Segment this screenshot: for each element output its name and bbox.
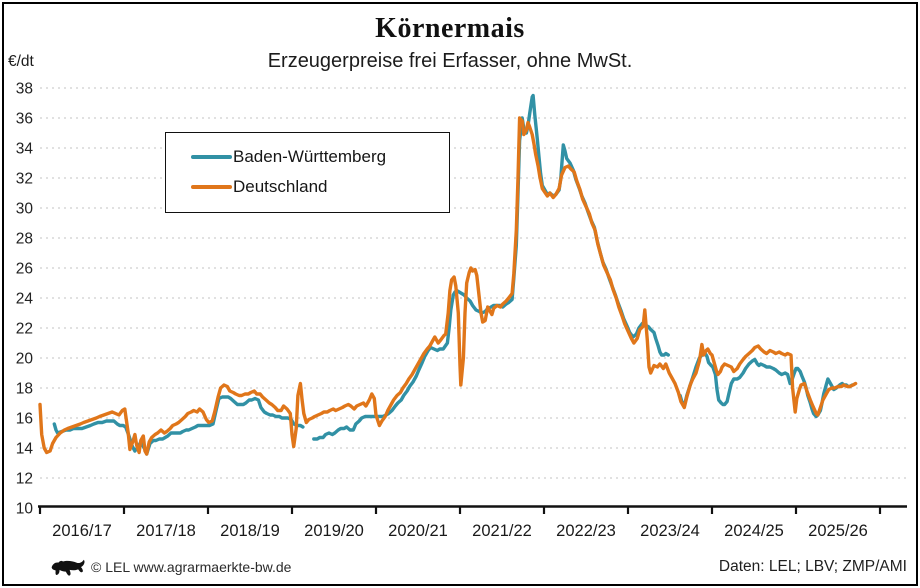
svg-text:2024/25: 2024/25 xyxy=(724,522,784,540)
legend-entry-deutschland: Deutschland xyxy=(191,172,449,202)
svg-text:38: 38 xyxy=(16,81,33,98)
legend-label-baden-wuerttemberg: Baden-Württemberg xyxy=(233,147,387,166)
svg-text:36: 36 xyxy=(16,111,33,128)
legend-label-deutschland: Deutschland xyxy=(233,177,328,196)
svg-text:2021/22: 2021/22 xyxy=(472,522,532,540)
chart-title: Körnermais xyxy=(375,13,525,44)
series-line-deutschland xyxy=(38,116,858,456)
svg-text:26: 26 xyxy=(16,261,33,278)
chart-subtitle: Erzeugerpreise frei Erfasser, ohne MwSt. xyxy=(267,50,633,72)
svg-text:20: 20 xyxy=(16,351,34,368)
legend-box: Baden-Württemberg Deutschland xyxy=(165,132,450,213)
svg-text:10: 10 xyxy=(16,501,34,518)
legend-entry-baden-wuerttemberg: Baden-Württemberg xyxy=(191,142,449,172)
data-source-text: Daten: LEL; LBV; ZMP/AMI xyxy=(718,558,907,575)
svg-text:18: 18 xyxy=(16,381,33,398)
svg-text:30: 30 xyxy=(16,201,34,218)
svg-text:14: 14 xyxy=(16,441,34,458)
svg-text:32: 32 xyxy=(16,171,33,188)
legend-swatch-deutschland-icon xyxy=(191,184,232,190)
svg-text:2016/17: 2016/17 xyxy=(52,522,112,540)
svg-text:2017/18: 2017/18 xyxy=(136,522,196,540)
x-axis-labels: 2016/17 2017/18 2018/19 2019/20 2020/21 2021/… xyxy=(52,522,868,540)
svg-text:2020/21: 2020/21 xyxy=(388,522,448,540)
svg-text:12: 12 xyxy=(16,471,33,488)
x-axis-ticks xyxy=(38,506,882,514)
y-axis-unit-label: €/dt xyxy=(8,53,34,70)
svg-text:28: 28 xyxy=(16,231,33,248)
svg-text:2018/19: 2018/19 xyxy=(220,522,280,540)
footer-branding: © LEL www.agrarmaerkte-bw.de xyxy=(50,556,291,577)
svg-text:2025/26: 2025/26 xyxy=(808,522,868,540)
chart-header: Körnermais Erzeugerpreise frei Erfasser,… xyxy=(0,13,900,73)
svg-text:2019/20: 2019/20 xyxy=(304,522,364,540)
y-axis-tick-labels: 10 12 14 16 18 20 22 24 26 28 30 32 34 36 38 xyxy=(16,81,34,518)
svg-text:2022/23: 2022/23 xyxy=(556,522,616,540)
baden-wuerttemberg-lion-icon xyxy=(51,559,85,576)
svg-text:24: 24 xyxy=(16,291,34,308)
svg-text:22: 22 xyxy=(16,321,33,338)
svg-text:2023/24: 2023/24 xyxy=(640,522,700,540)
svg-text:16: 16 xyxy=(16,411,33,428)
copyright-text: © LEL www.agrarmaerkte-bw.de xyxy=(91,558,292,575)
svg-text:34: 34 xyxy=(16,141,34,158)
legend-swatch-baden-wuerttemberg-icon xyxy=(191,154,232,160)
